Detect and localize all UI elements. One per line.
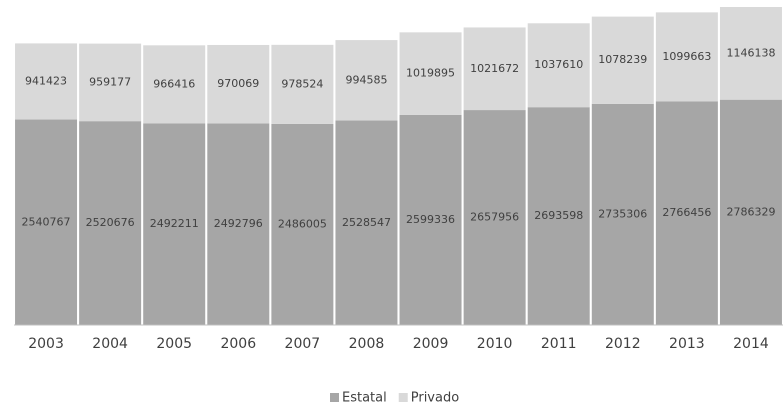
value-label: 1146138 — [726, 46, 775, 59]
value-label: 1099663 — [662, 50, 711, 63]
bar-segment — [335, 120, 398, 325]
bar-segment — [591, 16, 654, 104]
value-label: 970069 — [217, 77, 259, 90]
value-label: 2486005 — [278, 217, 327, 230]
value-label: 941423 — [25, 74, 67, 87]
value-label: 1021672 — [470, 62, 519, 75]
bar-segment — [719, 99, 782, 325]
bar-segment — [271, 123, 334, 325]
bar-segment — [79, 43, 142, 122]
bar-segment — [463, 110, 526, 325]
bar-segment — [207, 123, 270, 326]
bar-segment — [15, 43, 78, 120]
value-label: 994585 — [345, 73, 387, 86]
x-tick-label: 2009 — [413, 336, 449, 352]
value-label: 1037610 — [534, 58, 583, 71]
bar-segment — [527, 23, 590, 108]
bar-segment — [207, 44, 270, 124]
value-label: 1019895 — [406, 67, 455, 80]
legend-label: Privado — [411, 391, 459, 406]
value-label: 2492796 — [214, 217, 263, 230]
x-tick-label: 2011 — [541, 336, 577, 352]
bar-segment — [143, 123, 206, 325]
x-tick-label: 2008 — [349, 336, 385, 352]
x-tick-label: 2007 — [285, 336, 321, 352]
x-tick-label: 2005 — [156, 336, 192, 352]
x-tick-label: 2012 — [605, 336, 641, 352]
value-label: 2492211 — [150, 217, 199, 230]
x-tick-label: 2013 — [669, 336, 705, 352]
bar-segment — [719, 7, 782, 100]
value-label: 2735306 — [598, 207, 647, 220]
bar-segment — [655, 12, 718, 102]
bar-segment — [15, 119, 78, 325]
value-label: 959177 — [89, 75, 131, 88]
x-tick-label: 2014 — [733, 336, 769, 352]
value-label: 2540767 — [22, 215, 71, 228]
value-label: 966416 — [153, 77, 195, 90]
bar-segment — [335, 40, 398, 121]
bar-segment — [591, 103, 654, 325]
bar-segment — [143, 45, 206, 124]
legend-swatch — [398, 393, 408, 402]
value-label: 2599336 — [406, 213, 455, 226]
x-tick-label: 2010 — [477, 336, 513, 352]
bar-segment — [399, 32, 462, 115]
x-tick-label: 2003 — [28, 336, 64, 352]
bar-segment — [527, 107, 590, 325]
bar-segment — [463, 27, 526, 111]
legend-label: Estatal — [342, 391, 387, 406]
value-label: 1078239 — [598, 53, 647, 66]
value-label: 2520676 — [86, 216, 135, 229]
value-label: 2528547 — [342, 216, 391, 229]
bar-segment — [79, 121, 142, 325]
value-label: 2657956 — [470, 211, 519, 224]
value-label: 2766456 — [662, 206, 711, 219]
value-label: 2693598 — [534, 209, 583, 222]
bar-segment — [399, 114, 462, 326]
bar-segment — [655, 101, 718, 325]
x-tick-label: 2004 — [92, 336, 128, 352]
value-label: 978524 — [281, 77, 323, 90]
bar-segment — [271, 44, 334, 124]
legend-swatch — [330, 393, 339, 402]
value-label: 2786329 — [726, 205, 775, 218]
x-tick-label: 2006 — [220, 336, 256, 352]
